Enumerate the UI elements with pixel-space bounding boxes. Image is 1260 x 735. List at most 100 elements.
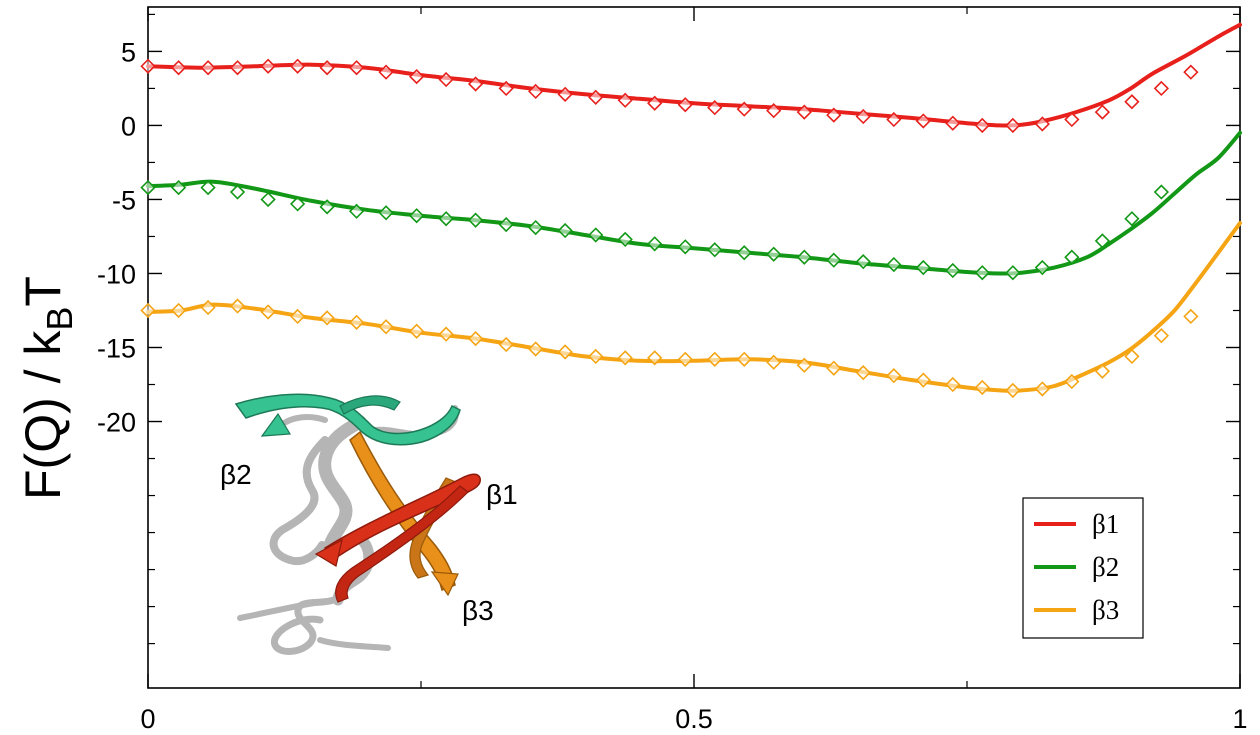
data-point [170,179,187,196]
y-axis-label-sub: B [39,307,80,331]
legend: β1 β2 β3 [1022,497,1144,639]
data-point [378,319,394,335]
data-point [588,89,604,105]
data-point [855,108,871,125]
data-point [974,265,990,281]
data-point [229,60,246,76]
data-point [766,246,782,262]
data-point [438,211,454,227]
data-point [1064,249,1080,265]
y-axis-label-tail: T [15,276,71,307]
data-point [945,262,961,279]
y-tick-label: 0 [121,111,136,141]
data-point [409,68,425,85]
series-1 [140,22,1242,134]
y-tick-label: -5 [112,185,136,215]
strand-label-beta3: β3 [462,595,494,626]
data-point [1183,64,1199,80]
data-point [438,71,454,88]
data-point [1064,373,1080,390]
data-point [289,308,306,325]
data-point [647,350,663,366]
data-point [766,102,782,119]
x-tick-label: 1 [1232,704,1247,734]
data-point [796,249,812,265]
legend-label: β2 [1092,552,1119,582]
data-point [915,259,931,276]
data-point [915,372,931,388]
data-point [409,208,425,224]
data-point [1034,259,1050,276]
data-point [855,365,871,381]
data-point [378,64,394,80]
data-point [1124,348,1140,365]
strand-label-beta1: β1 [486,479,518,510]
data-point [170,60,187,76]
data-point [707,351,723,367]
data-point [945,115,961,131]
series-line [146,130,1242,276]
data-point [1094,104,1111,120]
data-point [498,336,514,353]
data-point [588,348,604,365]
data-point [289,196,306,212]
data-series [140,22,1242,399]
data-point [736,101,752,117]
beta1-strand [314,473,481,603]
data-point [1064,111,1080,128]
data-point [766,354,782,370]
y-tick-label: -15 [97,334,136,364]
data-point [498,80,514,97]
data-point [855,254,871,270]
data-point [1094,363,1111,379]
data-point [886,256,902,273]
data-point [319,310,335,326]
data-point [557,222,573,239]
data-point [707,100,723,116]
data-point [438,326,454,342]
data-point [170,302,187,319]
axis-tick-labels: 5 0 -5 -10 -15 -20 0 0.5 1 [97,37,1248,734]
data-point [140,58,156,74]
data-point [1153,184,1170,200]
data-point [528,341,544,357]
data-point [200,60,216,76]
data-point [647,95,663,111]
data-point [528,83,544,100]
data-point [1124,94,1140,110]
data-point [617,350,633,366]
data-point [289,58,306,74]
data-point [1005,382,1021,399]
data-point [467,212,484,228]
data-point [200,179,216,196]
data-point [886,111,902,128]
data-point [1153,328,1170,344]
data-point [617,231,633,248]
strand-label-beta2: β2 [220,459,252,490]
data-point [348,314,365,330]
data-point [945,376,961,393]
data-point [1153,80,1170,97]
data-point [378,205,394,221]
data-point [796,357,812,373]
data-point [826,107,842,123]
data-point [886,367,902,384]
data-point [200,299,216,316]
y-axis-label: F(Q) / kBT [15,276,80,500]
data-point [319,60,335,76]
data-point [1005,117,1021,134]
data-point [647,236,663,252]
y-tick-label: -20 [97,408,136,438]
data-point [140,302,156,319]
data-point [974,379,990,396]
data-point [707,242,723,258]
data-point [528,219,544,236]
data-point [1005,265,1021,281]
data-point [348,203,365,219]
beta2-strand [234,393,461,446]
legend-label: β3 [1092,595,1119,625]
x-tick-label: 0.5 [675,704,713,734]
y-tick-label: 5 [121,37,136,67]
data-point [467,330,484,347]
